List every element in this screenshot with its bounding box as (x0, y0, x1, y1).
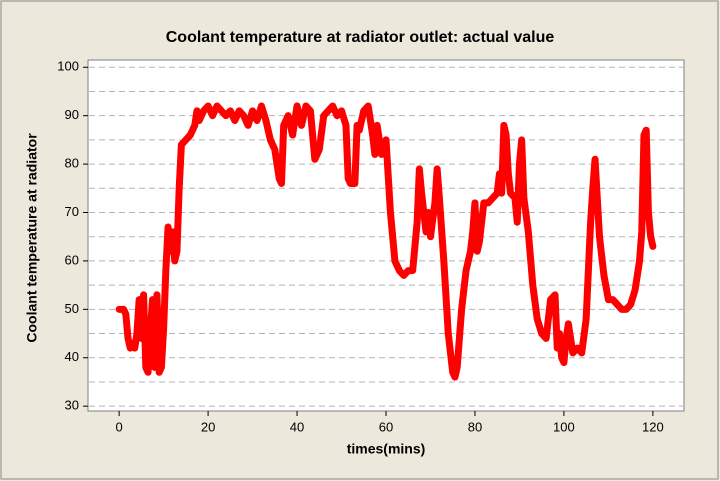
x-tick-label: 20 (201, 419, 215, 434)
y-tick-label: 90 (65, 107, 79, 122)
y-tick-label: 80 (65, 156, 79, 171)
x-tick-label: 80 (468, 419, 482, 434)
x-axis-label: times(mins) (347, 441, 426, 457)
y-tick-label: 50 (65, 301, 79, 316)
x-tick-label: 40 (290, 419, 304, 434)
y-axis-label: Coolant temperature at radiator (24, 133, 40, 343)
chart-title: Coolant temperature at radiator outlet: … (166, 29, 555, 46)
y-tick-label: 70 (65, 204, 79, 219)
x-tick-label: 60 (379, 419, 393, 434)
y-tick-label: 100 (57, 59, 79, 74)
data-line (115, 102, 657, 381)
x-tick-label: 0 (116, 419, 123, 434)
x-tick-label: 100 (553, 419, 575, 434)
y-tick-label: 60 (65, 252, 79, 267)
y-tick-label: 40 (65, 349, 79, 364)
x-tick-label: 120 (642, 419, 664, 434)
y-tick-label: 30 (65, 398, 79, 413)
